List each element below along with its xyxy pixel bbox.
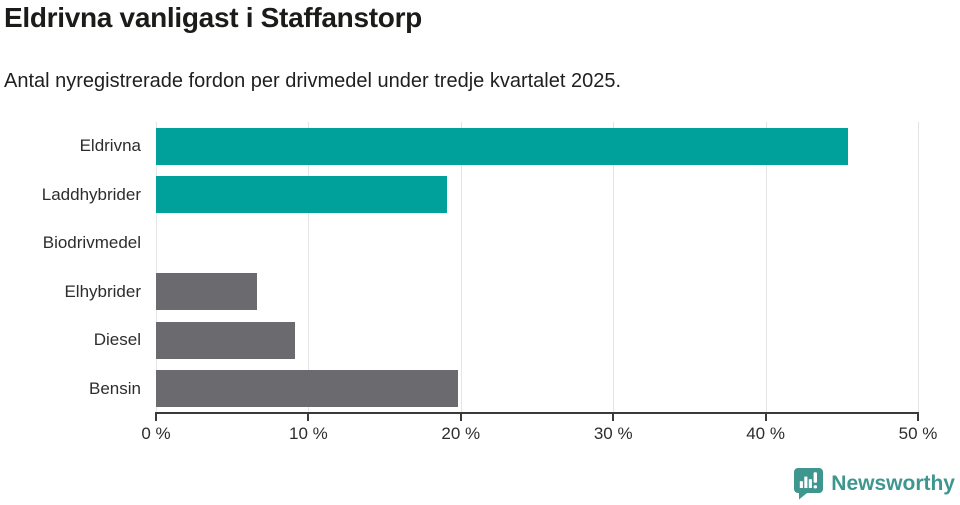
x-tick-label-0: 0 % [141, 424, 171, 443]
x-tick-label-20: 20 % [441, 424, 481, 443]
axis-tick-40 [764, 414, 767, 421]
category-label-elhybrider: Elhybrider [64, 281, 141, 301]
gridline-0 [156, 122, 157, 413]
gridline-40 [765, 122, 767, 413]
category-label-diesel: Diesel [93, 330, 141, 350]
y-axis-labels: Eldrivna Laddhybrider Biodrivmedel Elhyb… [0, 122, 141, 413]
bar-row [156, 122, 918, 171]
axis-tick-50 [917, 414, 919, 421]
axis-tick-10 [307, 414, 310, 421]
plot-area [156, 122, 919, 413]
bar-diesel [156, 321, 295, 359]
x-tick-label-30: 30 % [593, 424, 633, 443]
category-label-eldrivna: Eldrivna [79, 136, 141, 156]
newsworthy-brand-link[interactable]: Newsworthy [793, 467, 955, 500]
axis-tick-30 [612, 414, 615, 421]
gridline-10 [308, 122, 310, 413]
category-label-biodrivmedel: Biodrivmedel [42, 233, 141, 253]
bar-row [156, 268, 918, 317]
x-tick-label-50: 50 % [898, 424, 938, 443]
gridline-50 [918, 122, 919, 413]
axis-tick-0 [155, 414, 157, 421]
bar-row [156, 219, 918, 268]
bar-bensin [156, 370, 458, 408]
bar-laddhybrider [156, 176, 448, 214]
chart-subtitle: Antal nyregistrerade fordon per drivmede… [4, 70, 622, 92]
x-axis-line [155, 412, 919, 414]
newsworthy-logo-icon [794, 468, 824, 500]
bar-row [156, 171, 918, 220]
x-axis-ticks [155, 414, 919, 422]
gridline-20 [460, 122, 462, 413]
bar-row [156, 316, 918, 365]
chart-title: Eldrivna vanligast i Staffanstorp [4, 2, 422, 33]
bar-rows [156, 122, 918, 413]
bar-eldrivna [156, 127, 848, 165]
category-label-bensin: Bensin [89, 378, 141, 398]
x-tick-label-40: 40 % [746, 424, 785, 443]
bar-row [156, 365, 918, 414]
gridline-30 [613, 122, 615, 413]
category-label-laddhybrider: Laddhybrider [41, 184, 141, 204]
bar-elhybrider [156, 273, 257, 311]
x-axis-tick-labels: 0 % 10 % 20 % 30 % 40 % 50 % [141, 424, 937, 446]
axis-tick-20 [459, 414, 462, 421]
newsworthy-brand-name: Newsworthy [831, 471, 955, 495]
x-tick-label-10: 10 % [289, 424, 328, 443]
